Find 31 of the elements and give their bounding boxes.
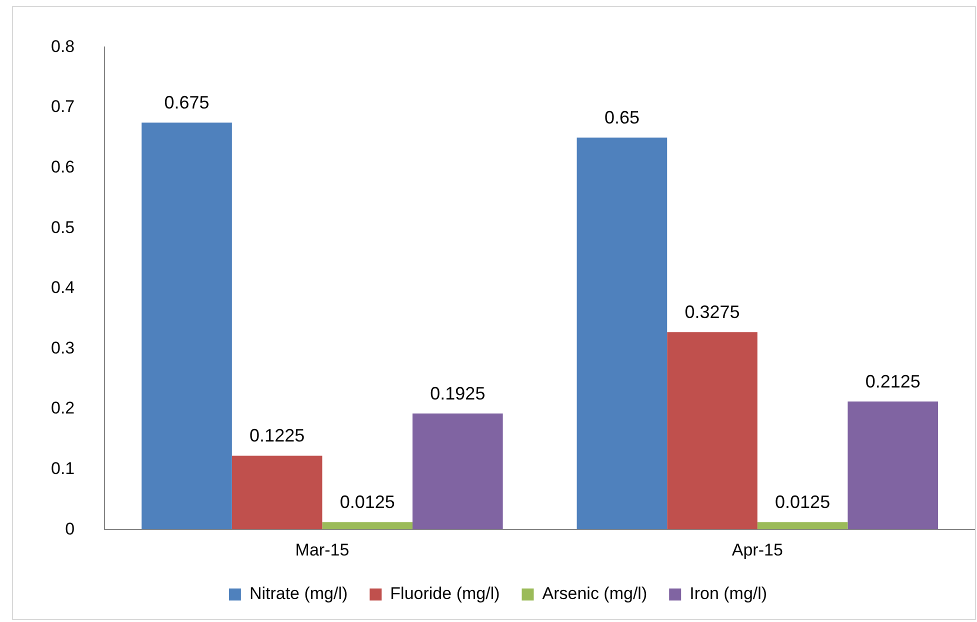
bar [142,122,232,530]
y-tick-label: 0.2 [50,398,75,418]
bar [848,401,938,530]
y-tick-label: 0.8 [50,36,75,56]
bar [322,522,413,530]
bar [232,456,322,530]
bar [576,138,668,530]
legend-label: Fluoride (mg/l) [390,584,500,604]
data-label: 0.1925 [430,383,486,404]
data-label: 0.65 [604,108,640,128]
legend-label: Nitrate (mg/l) [249,584,348,604]
bar [412,414,503,530]
bar [667,332,758,530]
x-tick-label: Mar-15 [295,540,350,560]
y-tick-label: 0 [65,519,75,538]
data-label: 0.2125 [865,371,920,392]
data-label: 0.1225 [250,426,305,446]
data-label: 0.0125 [340,492,395,512]
x-tick-label: Apr-15 [732,540,783,560]
y-tick-label: 0.5 [50,218,75,237]
y-tick-label: 0.4 [50,278,75,298]
data-label: 0.0125 [775,492,830,512]
data-label: 0.675 [164,92,210,113]
y-tick-label: 0.3 [50,338,75,358]
y-tick-label: 0.6 [50,157,75,176]
y-tick-label: 0.1 [50,458,75,478]
bar [757,522,848,530]
legend-label: Arsenic (mg/l) [542,584,648,604]
legend-label: Iron (mg/l) [690,584,768,604]
data-label: 0.3275 [684,302,740,322]
y-tick-label: 0.7 [50,97,75,116]
